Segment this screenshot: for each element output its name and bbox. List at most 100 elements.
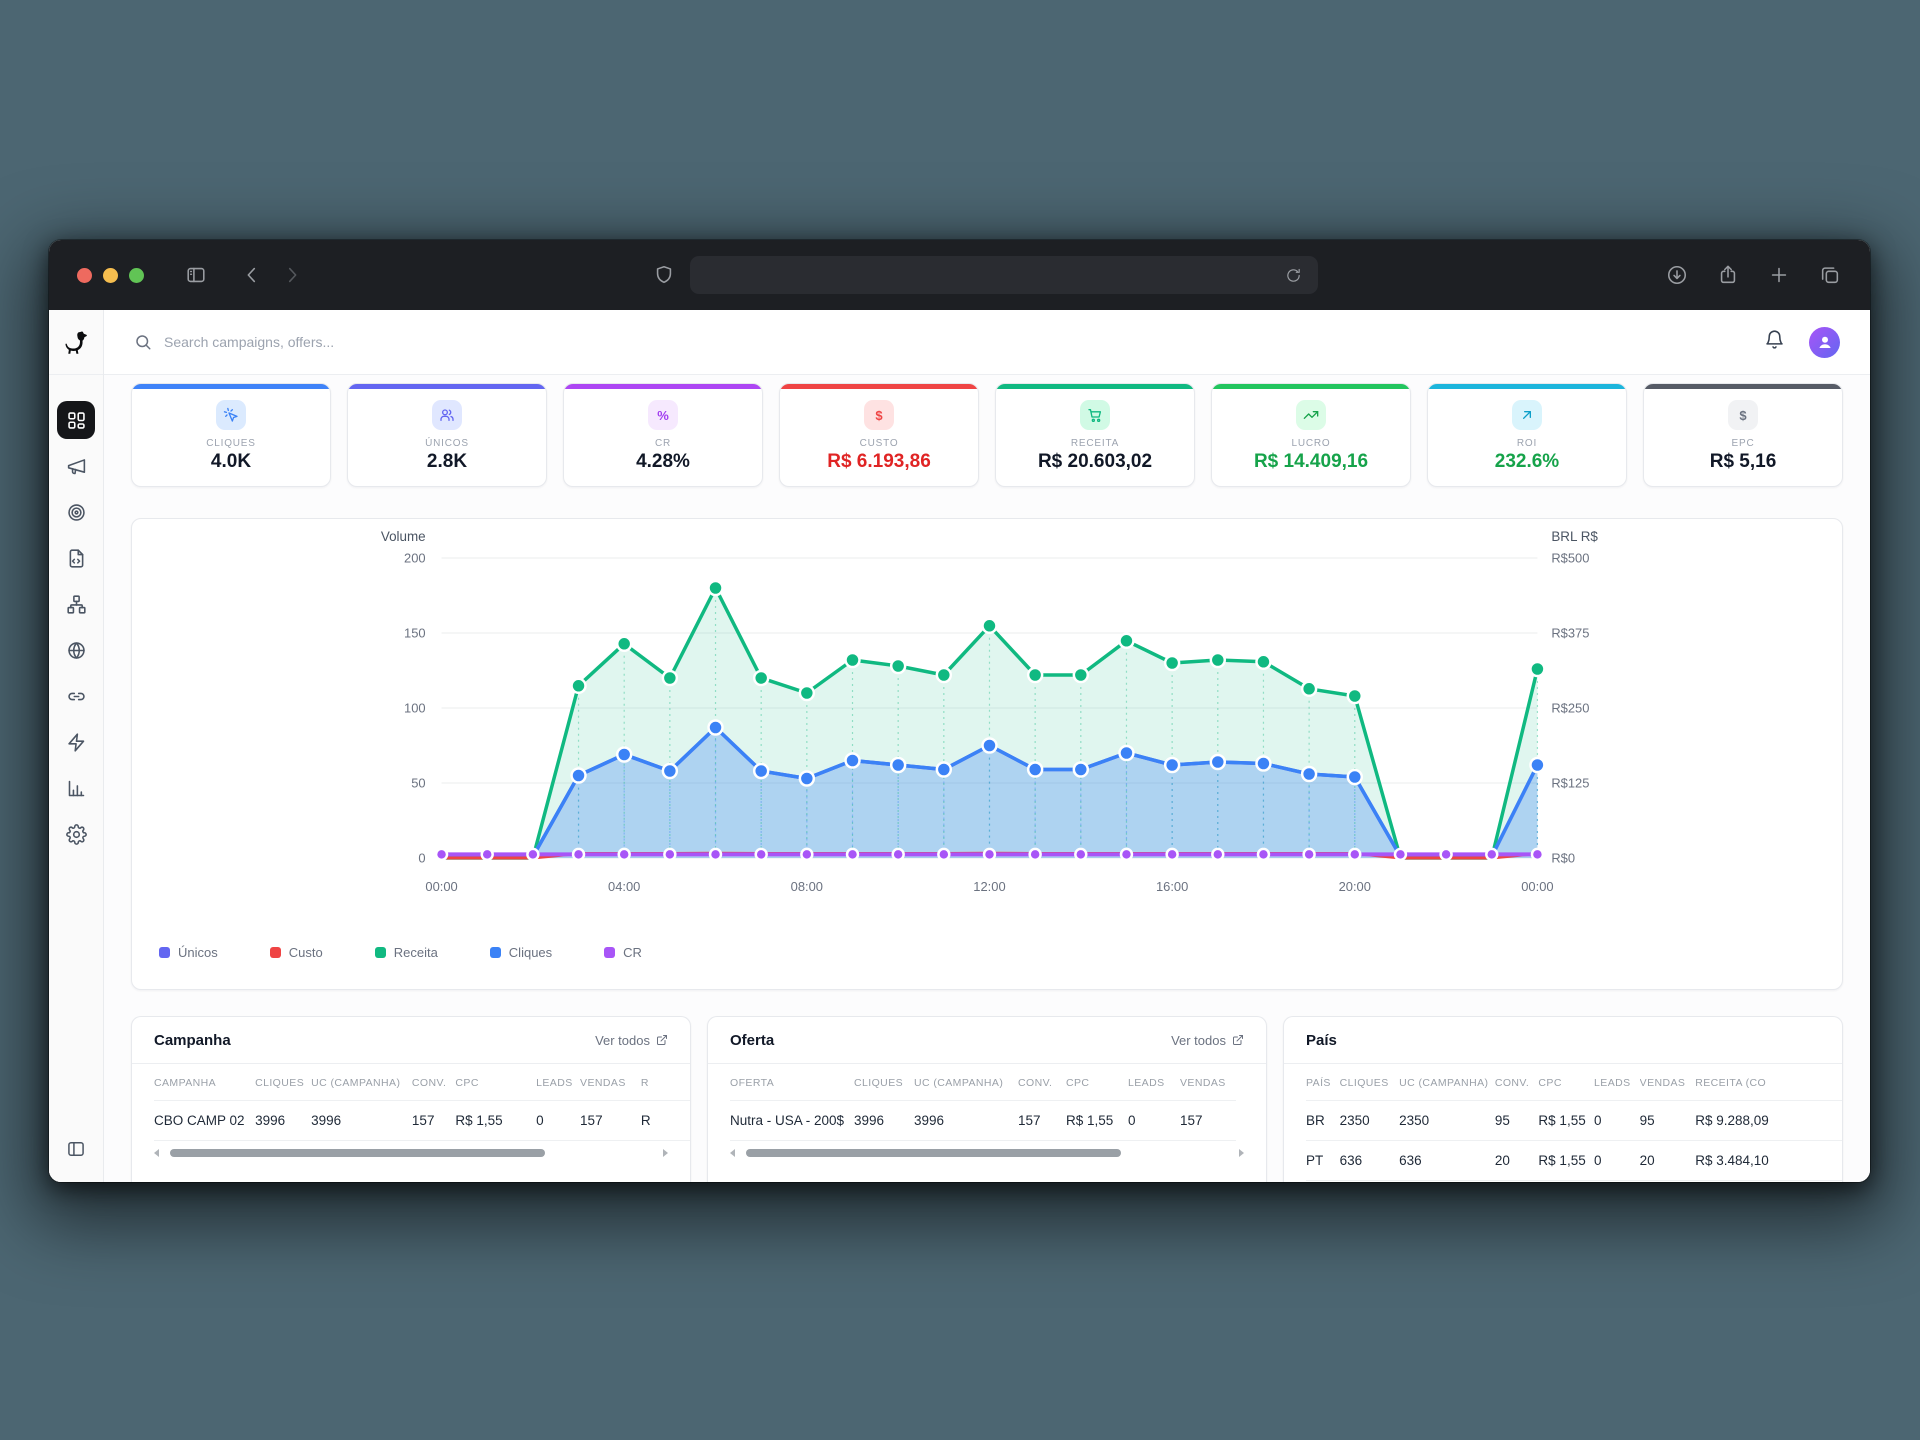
share-icon[interactable] <box>1716 263 1740 287</box>
scrollbar-thumb[interactable] <box>746 1149 1122 1157</box>
svg-text:08:00: 08:00 <box>791 879 823 894</box>
stat-value: 2.8K <box>426 451 468 472</box>
legend-item-cliques[interactable]: Cliques <box>489 945 552 960</box>
chart-legend: Únicos Custo Receita Cliques CR <box>159 945 1842 960</box>
browser-titlebar <box>49 240 1870 310</box>
link-icon <box>67 692 85 700</box>
close-button[interactable] <box>77 267 92 283</box>
column-header: VENDAS <box>580 1064 641 1101</box>
svg-text:04:00: 04:00 <box>608 879 640 894</box>
view-all-link[interactable]: Ver todos <box>595 1033 668 1048</box>
stat-card-receita[interactable]: RECEITA R$ 20.603,02 <box>995 383 1195 487</box>
sidebar-item-automation[interactable] <box>57 723 95 761</box>
zoom-button[interactable] <box>129 267 144 283</box>
download-icon[interactable] <box>1665 263 1689 287</box>
sidebar-item-campaigns[interactable] <box>57 447 95 485</box>
column-header: CLIQUES <box>255 1064 312 1101</box>
scroll-right-icon[interactable] <box>663 1149 668 1157</box>
svg-text:R$500: R$500 <box>1551 550 1589 565</box>
cursor-click-icon <box>216 400 246 430</box>
legend-item-únicos[interactable]: Únicos <box>159 945 218 960</box>
horizontal-scrollbar[interactable] <box>730 1148 1244 1158</box>
svg-text:0: 0 <box>418 850 425 865</box>
table-cell: CBO CAMP 02 <box>154 1100 256 1141</box>
svg-text:200: 200 <box>404 550 426 565</box>
table-row[interactable]: PT 636 636 20 R$ 1,55 0 20 R$ 3.484,10 <box>1306 1140 1842 1181</box>
svg-text:R$0: R$0 <box>1551 850 1575 865</box>
sidebar-item-dashboard[interactable] <box>57 401 95 439</box>
scroll-left-icon[interactable] <box>154 1149 159 1157</box>
svg-text:BRL R$: BRL R$ <box>1551 529 1598 544</box>
legend-label: Únicos <box>178 945 218 960</box>
users-icon <box>432 400 462 430</box>
stat-card-roi[interactable]: ROI 232.6% <box>1427 383 1627 487</box>
legend-item-cr[interactable]: CR <box>604 945 642 960</box>
horizontal-scrollbar[interactable] <box>154 1148 668 1158</box>
panel-collapse-icon[interactable] <box>66 1139 86 1182</box>
column-header: UC (CAMPANHA) <box>914 1064 1018 1101</box>
stat-label: RECEITA <box>1070 438 1120 449</box>
legend-item-custo[interactable]: Custo <box>269 945 323 960</box>
legend-item-receita[interactable]: Receita <box>374 945 438 960</box>
stat-card-cr[interactable]: % CR 4.28% <box>563 383 763 487</box>
sidebar-item-landers[interactable] <box>57 539 95 577</box>
sidebar-toggle-icon[interactable] <box>184 263 208 287</box>
stat-card-cliques[interactable]: CLIQUES 4.0K <box>131 383 331 487</box>
globe-icon <box>67 641 85 659</box>
target-icon <box>67 503 85 521</box>
sidebar-item-flows[interactable] <box>57 585 95 623</box>
forward-icon[interactable] <box>280 263 304 287</box>
legend-label: CR <box>623 945 642 960</box>
sidebar-item-links[interactable] <box>57 677 95 715</box>
new-tab-icon[interactable] <box>1767 263 1791 287</box>
scroll-right-icon[interactable] <box>1239 1149 1244 1157</box>
sidebar-item-settings[interactable] <box>57 815 95 853</box>
sidebar-nav <box>49 375 103 1139</box>
svg-text:100: 100 <box>404 700 426 715</box>
table-cell: 636 <box>1339 1140 1400 1181</box>
scroll-left-icon[interactable] <box>730 1149 735 1157</box>
table-row[interactable]: CBO CAMP 02 3996 3996 157 R$ 1,55 0 157 R <box>154 1100 690 1141</box>
sidebar-item-reports[interactable] <box>57 769 95 807</box>
bell-icon[interactable] <box>1764 329 1785 355</box>
table-cell: 157 <box>1018 1100 1066 1141</box>
tab-overview-icon[interactable] <box>1818 263 1842 287</box>
table-cell: R$ 1,55 <box>1066 1100 1128 1141</box>
column-header: LEADS <box>1128 1064 1180 1101</box>
svg-text:R$250: R$250 <box>1551 700 1589 715</box>
reload-icon[interactable] <box>1282 263 1306 287</box>
shield-icon[interactable] <box>652 263 676 287</box>
avatar[interactable] <box>1809 326 1840 358</box>
stat-value: R$ 5,16 <box>1709 451 1777 472</box>
table-card-campanha: Campanha Ver todos CAMPANHA CLIQUES UC (CAMP… <box>131 1016 691 1182</box>
data-table: OFERTA CLIQUES UC (CAMPANHA) CONV. CPC LEADS V… <box>730 1064 1236 1141</box>
back-icon[interactable] <box>240 263 264 287</box>
stat-card-únicos[interactable]: ÚNICOS 2.8K <box>347 383 547 487</box>
dollar-icon: $ <box>864 400 894 430</box>
stat-card-epc[interactable]: $ EPC R$ 5,16 <box>1643 383 1843 487</box>
table-cell: Nutra - USA - 200$ <box>730 1100 854 1141</box>
traffic-chart[interactable]: 0 50 100 150 200 R$0 R$125 R$250 R$375 R$500 Volum… <box>132 519 1842 919</box>
table-cell: 0 <box>1128 1100 1180 1141</box>
column-header: LEADS <box>536 1064 581 1101</box>
table-row[interactable]: Nutra - USA - 200$ 3996 3996 157 R$ 1,55 0 157 <box>730 1100 1236 1141</box>
dog-logo[interactable] <box>49 310 103 375</box>
sidebar-item-offers[interactable] <box>57 493 95 531</box>
browser-window: CLIQUES 4.0K ÚNICOS 2.8K% CR 4.28% $ CUSTO R$ 6.… <box>49 240 1870 1182</box>
stat-card-custo[interactable]: $ CUSTO R$ 6.193,86 <box>779 383 979 487</box>
search-input[interactable] <box>164 334 584 350</box>
sidebar-item-domains[interactable] <box>57 631 95 669</box>
legend-swatch <box>489 947 501 958</box>
stat-card-lucro[interactable]: LUCRO R$ 14.409,16 <box>1211 383 1411 487</box>
minimize-button[interactable] <box>103 267 118 283</box>
view-all-link[interactable]: Ver todos <box>1171 1033 1244 1048</box>
legend-swatch <box>269 947 281 958</box>
column-header: CONV. <box>1494 1064 1539 1101</box>
svg-text:12:00: 12:00 <box>973 879 1005 894</box>
url-bar[interactable] <box>689 256 1318 294</box>
scrollbar-thumb[interactable] <box>170 1149 546 1157</box>
file-code-icon <box>69 548 83 568</box>
table-row[interactable]: BR 2350 2350 95 R$ 1,55 0 95 R$ 9.288,09 <box>1306 1100 1842 1141</box>
stat-accent-bar <box>348 384 546 389</box>
table-cell: 20 <box>1639 1140 1696 1181</box>
